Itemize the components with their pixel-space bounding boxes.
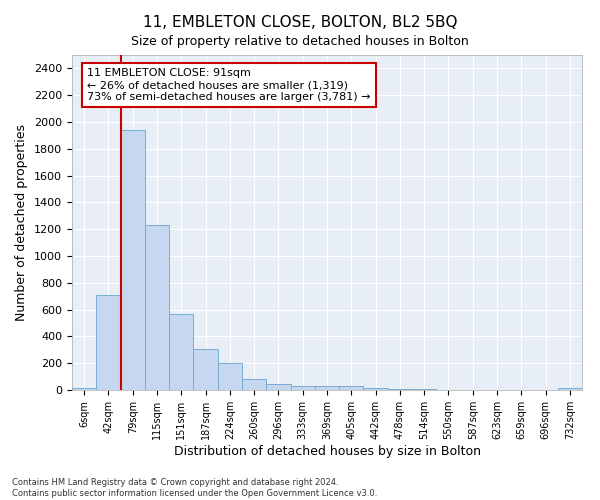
Bar <box>364 388 388 390</box>
Bar <box>96 295 121 390</box>
Text: 11 EMBLETON CLOSE: 91sqm
← 26% of detached houses are smaller (1,319)
73% of sem: 11 EMBLETON CLOSE: 91sqm ← 26% of detach… <box>88 68 371 102</box>
Text: Contains HM Land Registry data © Crown copyright and database right 2024.
Contai: Contains HM Land Registry data © Crown c… <box>12 478 377 498</box>
Bar <box>339 386 364 390</box>
Bar <box>266 384 290 390</box>
Bar <box>315 386 339 390</box>
Bar <box>145 225 169 390</box>
X-axis label: Distribution of detached houses by size in Bolton: Distribution of detached houses by size … <box>173 444 481 458</box>
Bar <box>558 388 582 390</box>
Bar <box>121 130 145 390</box>
Bar <box>72 388 96 390</box>
Text: 11, EMBLETON CLOSE, BOLTON, BL2 5BQ: 11, EMBLETON CLOSE, BOLTON, BL2 5BQ <box>143 15 457 30</box>
Text: Size of property relative to detached houses in Bolton: Size of property relative to detached ho… <box>131 35 469 48</box>
Bar <box>290 386 315 390</box>
Bar <box>242 378 266 390</box>
Y-axis label: Number of detached properties: Number of detached properties <box>16 124 28 321</box>
Bar <box>218 363 242 390</box>
Bar <box>193 349 218 390</box>
Bar <box>388 389 412 390</box>
Bar <box>169 314 193 390</box>
